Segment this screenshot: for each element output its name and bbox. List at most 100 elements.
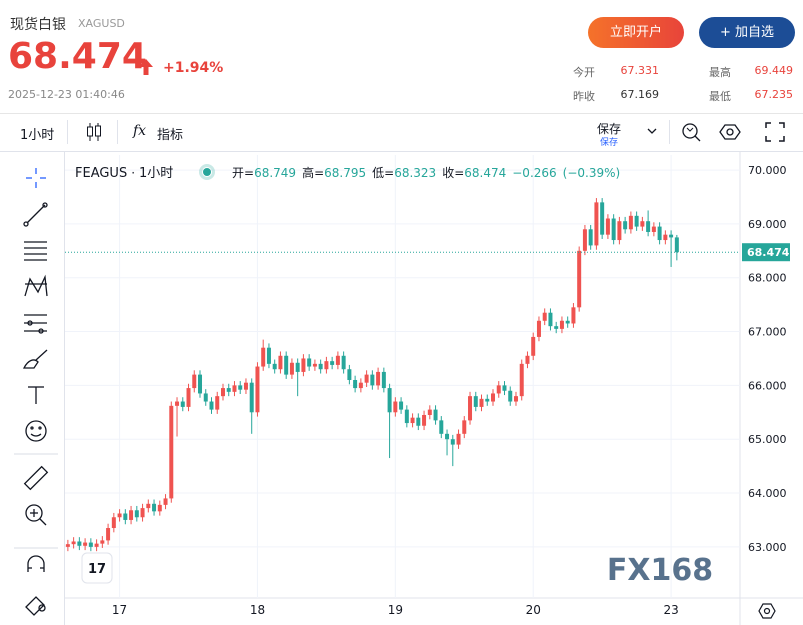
candle-body [134, 510, 139, 518]
x-tick-label: 19 [388, 603, 403, 617]
pattern-tool[interactable] [24, 274, 48, 297]
alert-button[interactable] [680, 121, 702, 143]
candle-body [548, 312, 553, 327]
y-tick-label: 64.000 [748, 487, 787, 500]
candle-body [577, 250, 582, 308]
indicator-icon[interactable]: fx [133, 123, 147, 139]
candle-body [513, 396, 518, 402]
zoom-tool[interactable] [25, 504, 47, 526]
line-tool[interactable] [23, 202, 48, 227]
candle-body [399, 401, 404, 410]
y-tick-label: 68.000 [748, 272, 787, 285]
candle-body [542, 312, 547, 321]
candle-body [220, 388, 225, 397]
save-button[interactable]: 保存 [597, 122, 622, 136]
magnet-tool[interactable] [27, 555, 45, 572]
lock-tool[interactable] [25, 596, 46, 616]
legend-interval: 1小时 [139, 166, 173, 181]
candle-body [502, 385, 507, 391]
watermark: FX168 [607, 553, 713, 588]
candle-body [83, 542, 88, 546]
separator [117, 120, 118, 144]
tv-logo [81, 552, 113, 584]
grid [65, 155, 740, 598]
candle-body [634, 215, 639, 227]
separator [67, 120, 68, 144]
candle-body [479, 398, 484, 407]
candle-body [381, 371, 386, 389]
candle-body [335, 355, 340, 365]
y-tick-label: 65.000 [748, 433, 787, 446]
title: 现货白银 [10, 17, 66, 33]
chart-type-button[interactable] [85, 121, 103, 143]
candle-body [364, 374, 369, 383]
legend-label: 高= [302, 165, 324, 180]
candle-body [623, 221, 628, 230]
last-price-label: 68.474 [747, 246, 790, 259]
candle-body [387, 388, 392, 413]
icon-tool[interactable] [25, 420, 47, 442]
change: +1.94% [163, 60, 224, 76]
x-tick-label: 17 [112, 603, 127, 617]
legend-value: 68.795 [324, 166, 366, 180]
separator [669, 120, 670, 144]
candle-body [628, 215, 633, 230]
timestamp: 2025-12-23 01:40:46 [8, 88, 125, 101]
y-tick-label: 63.000 [748, 541, 787, 554]
candle-body [341, 355, 346, 370]
candle-body [88, 542, 93, 547]
candle-body [358, 382, 363, 389]
candle-body [433, 409, 438, 421]
candle-body [307, 358, 312, 367]
status-ring [199, 164, 215, 180]
indicators-button[interactable]: 指标 [157, 128, 184, 143]
candle-body [111, 517, 116, 529]
prediction-tool[interactable] [24, 314, 47, 334]
candle-body [473, 396, 478, 407]
fib-tool[interactable] [24, 241, 47, 261]
legend-symbol: FEAGUS [75, 166, 127, 181]
x-tick-label: 23 [663, 603, 678, 617]
candle-body [157, 504, 162, 512]
candle-body [376, 371, 381, 386]
open-account-button[interactable]: 立即开户 [588, 17, 684, 48]
candle-body [554, 326, 559, 329]
legend-label: 收= [442, 166, 464, 180]
candle-body [301, 358, 306, 372]
candle-body [71, 541, 76, 545]
candle-body [192, 374, 197, 389]
candle-body [496, 385, 501, 394]
ruler-tool[interactable] [23, 465, 49, 491]
divider [0, 113, 803, 114]
settings-button[interactable] [719, 121, 741, 143]
candle-body [330, 361, 335, 365]
fullscreen-button[interactable] [765, 122, 785, 142]
candle-body [422, 414, 427, 426]
candle-body [646, 221, 651, 232]
legend-values: 开=68.749 高=68.795 低=68.323 收=68.474 −0.266 (−… [232, 165, 620, 180]
candle-body [180, 401, 185, 407]
legend-label: 低= [372, 166, 394, 180]
candle-body [508, 390, 513, 402]
candle-body [393, 401, 398, 413]
candle-body [106, 528, 111, 541]
crosshair-tool[interactable] [26, 168, 46, 188]
text-tool[interactable] [28, 386, 44, 404]
candle-body [617, 221, 622, 241]
candle-body [600, 202, 605, 235]
axis-settings-button[interactable] [758, 603, 776, 619]
candle-body [163, 498, 168, 505]
x-tick-label: 18 [250, 603, 265, 617]
save-menu[interactable] [645, 124, 659, 138]
interval-button[interactable]: 1小时 [20, 128, 55, 143]
candle-body [94, 543, 99, 547]
candle-body [77, 541, 82, 546]
stat-value: 67.331 [620, 64, 660, 77]
candle-body [318, 363, 323, 370]
candle-body [445, 433, 450, 440]
brush-tool[interactable] [22, 349, 48, 369]
candle-body [588, 229, 593, 246]
add-watch-button[interactable]: + 加自选 [699, 17, 795, 48]
y-tick-label: 70.000 [748, 164, 787, 177]
